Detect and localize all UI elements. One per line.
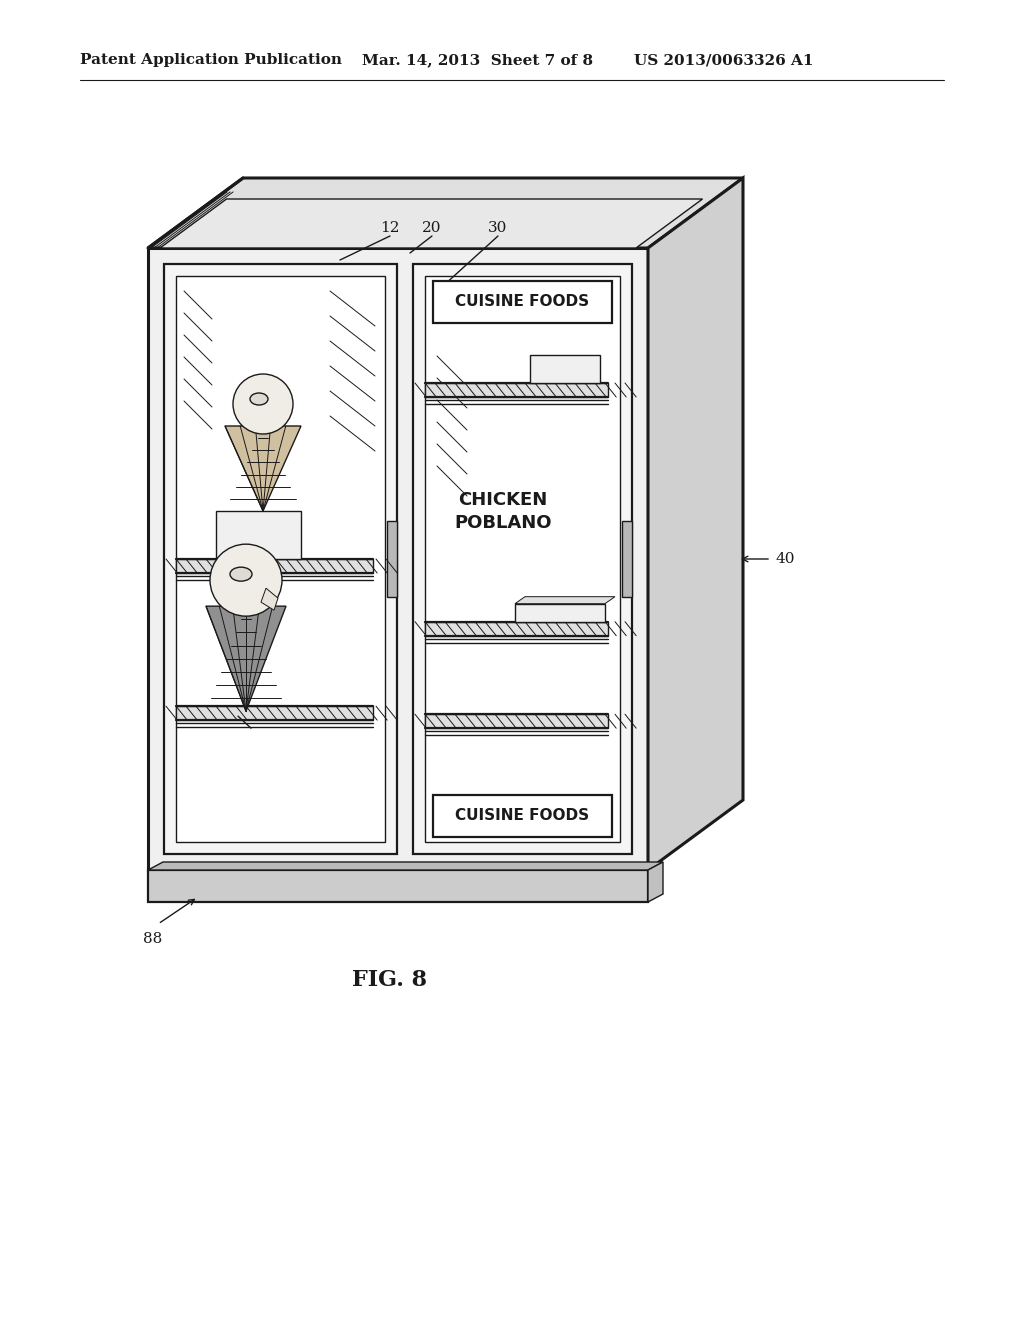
Ellipse shape [230,568,252,581]
Bar [622,521,632,597]
Text: Patent Application Publication: Patent Application Publication [80,53,342,67]
Circle shape [210,544,282,616]
Polygon shape [148,178,743,248]
Bar [176,706,373,721]
Polygon shape [515,597,615,603]
Bar [530,355,600,383]
Polygon shape [261,589,278,610]
Polygon shape [160,199,702,248]
Text: FIG. 8: FIG. 8 [352,969,428,991]
Circle shape [233,374,293,434]
Text: CUISINE FOODS: CUISINE FOODS [456,808,590,824]
Text: 88: 88 [143,932,163,946]
Bar [148,248,648,870]
Polygon shape [206,606,286,711]
Text: 20: 20 [422,220,441,235]
Bar [425,714,608,729]
Text: US 2013/0063326 A1: US 2013/0063326 A1 [634,53,813,67]
Bar [148,870,648,902]
Text: 30: 30 [488,220,508,235]
Bar [425,276,620,842]
Text: CHICKEN
POBLANO: CHICKEN POBLANO [455,491,552,532]
Bar [216,511,301,558]
Text: Mar. 14, 2013  Sheet 7 of 8: Mar. 14, 2013 Sheet 7 of 8 [362,53,593,67]
Bar [515,603,605,622]
Text: 40: 40 [775,552,795,566]
Polygon shape [648,178,743,870]
Polygon shape [648,862,663,902]
Bar [425,383,608,397]
Bar [387,521,397,597]
Polygon shape [148,862,663,870]
Ellipse shape [250,393,268,405]
Bar [433,795,612,837]
Text: 12: 12 [380,220,399,235]
Polygon shape [225,426,301,511]
Bar [413,264,632,854]
Text: CUISINE FOODS: CUISINE FOODS [456,294,590,309]
Bar [164,264,397,854]
Bar [176,276,385,842]
Bar [425,622,608,636]
Bar [176,558,373,573]
Bar [433,281,612,323]
